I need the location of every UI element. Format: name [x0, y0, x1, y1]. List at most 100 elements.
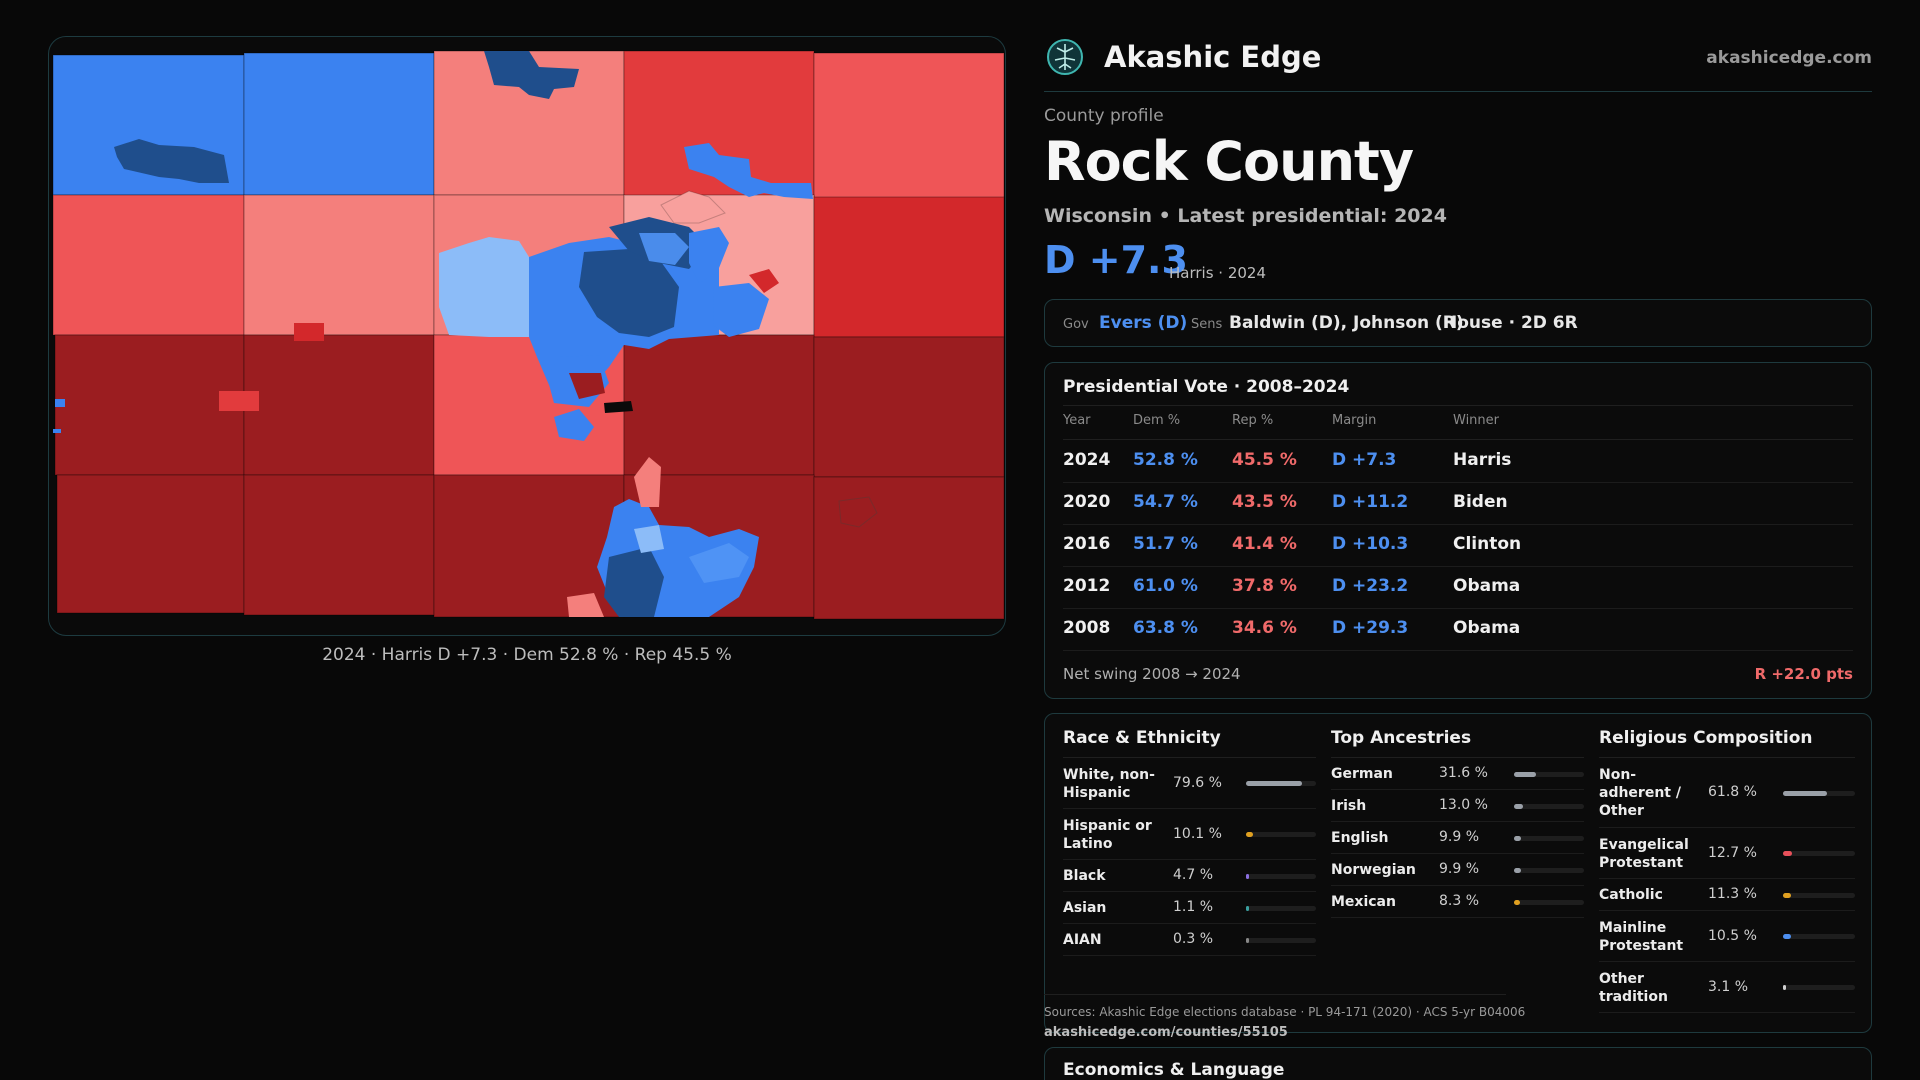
house-delegation: House · 2D 6R: [1443, 313, 1578, 333]
township: [813, 52, 1005, 200]
percent-bar: [1514, 867, 1584, 873]
township: [813, 476, 1005, 620]
list-item: Asian 1.1 %: [1063, 892, 1316, 924]
table-row: 2012 61.0 % 37.8 % D +23.2 Obama: [1063, 567, 1853, 609]
brand-url[interactable]: akashicedge.com: [1706, 48, 1872, 68]
brand-name[interactable]: Akashic Edge: [1104, 40, 1322, 74]
cell-margin: D +29.3: [1332, 618, 1409, 638]
cell-winner: Harris: [1453, 450, 1512, 470]
percent-bar: [1246, 937, 1316, 943]
cell-dem: 61.0 %: [1133, 576, 1198, 596]
item-name: Mainline Protestant: [1599, 919, 1684, 954]
cell-year: 2020: [1063, 492, 1111, 512]
economics-title: Economics & Language: [1063, 1060, 1285, 1080]
economics-card: Economics & Language: [1044, 1047, 1872, 1080]
precinct: [749, 269, 779, 293]
percent-bar: [1246, 905, 1316, 911]
percent-bar-fill: [1514, 835, 1521, 841]
list-item: White, non-Hispanic 79.6 %: [1063, 758, 1316, 809]
cell-year: 2016: [1063, 534, 1111, 554]
percent-bar: [1246, 781, 1316, 786]
item-name: Hispanic or Latino: [1063, 817, 1152, 852]
governor: Evers (D): [1099, 313, 1188, 333]
net-swing-label: Net swing 2008 → 2024: [1063, 665, 1241, 683]
gov-label: Gov: [1063, 317, 1089, 332]
township: [813, 336, 1005, 478]
precinct: [219, 391, 259, 411]
list-item: Catholic 11.3 %: [1599, 879, 1855, 911]
precinct: [689, 543, 749, 583]
township: [54, 334, 245, 476]
precinct: [569, 373, 605, 399]
percent-bar-fill: [1246, 781, 1302, 786]
percent-bar: [1783, 790, 1855, 796]
township: [243, 52, 435, 196]
item-name: German: [1331, 766, 1393, 782]
percent-bar-fill: [1246, 937, 1249, 943]
item-percent: 11.3 %: [1708, 886, 1757, 902]
item-name: Mexican: [1331, 894, 1396, 910]
item-percent: 13.0 %: [1439, 797, 1488, 813]
table-row: 2008 63.8 % 34.6 % D +29.3 Obama: [1063, 609, 1853, 651]
item-percent: 9.9 %: [1439, 861, 1480, 877]
county-precinct-map[interactable]: [48, 36, 1006, 636]
percent-bar-fill: [1783, 892, 1792, 898]
precinct: [604, 401, 633, 413]
percent-bar: [1514, 803, 1584, 809]
percent-bar: [1783, 985, 1855, 990]
map-caption: 2024 · Harris D +7.3 · Dem 52.8 % · Rep …: [322, 645, 732, 665]
township: [243, 194, 435, 336]
list-item: Other tradition 3.1 %: [1599, 962, 1855, 1013]
item-percent: 4.7 %: [1173, 867, 1214, 883]
cell-margin: D +23.2: [1332, 576, 1409, 596]
county-name: Rock County: [1044, 130, 1414, 193]
header-dem: Dem %: [1133, 413, 1181, 428]
precinct: [567, 593, 604, 617]
cell-rep: 34.6 %: [1232, 618, 1297, 638]
township: [52, 194, 245, 336]
item-name: Black: [1063, 868, 1106, 884]
item-percent: 9.9 %: [1439, 829, 1480, 845]
net-swing-value: R +22.0 pts: [1754, 665, 1853, 683]
cell-margin: D +11.2: [1332, 492, 1409, 512]
divider: [1063, 439, 1853, 440]
presidential-title: Presidential Vote · 2008–2024: [1063, 377, 1350, 397]
sens-label: Sens: [1191, 317, 1223, 332]
item-name: Irish: [1331, 798, 1367, 814]
township: [433, 474, 625, 618]
cell-winner: Obama: [1453, 618, 1521, 638]
cell-year: 2012: [1063, 576, 1111, 596]
township: [623, 334, 815, 476]
precinct: [634, 525, 664, 553]
demographics-card: Race & Ethnicity White, non-Hispanic 79.6…: [1044, 713, 1872, 1033]
header-rep: Rep %: [1232, 413, 1274, 428]
officials-bar: Gov Evers (D) Sens Baldwin (D), Johnson …: [1044, 299, 1872, 347]
percent-bar-fill: [1514, 803, 1524, 809]
cell-margin: D +7.3: [1332, 450, 1397, 470]
list-item: AIAN 0.3 %: [1063, 924, 1316, 956]
tree-of-life-icon[interactable]: [1046, 38, 1084, 76]
item-name: Non-adherent / Other: [1599, 767, 1681, 819]
precinct: [439, 237, 529, 337]
presidential-vote-table: Presidential Vote · 2008–2024 Year Dem %…: [1044, 362, 1872, 699]
precinct: [660, 190, 726, 224]
precinct: [55, 399, 65, 407]
source-url[interactable]: akashicedge.com/counties/55105: [1044, 1025, 1288, 1040]
percent-bar-fill: [1246, 905, 1249, 911]
cell-year: 2008: [1063, 618, 1111, 638]
list-item: Mexican 8.3 %: [1331, 886, 1584, 918]
item-percent: 0.3 %: [1173, 931, 1214, 947]
percent-bar-fill: [1514, 771, 1537, 777]
percent-bar-fill: [1783, 985, 1786, 990]
item-percent: 10.1 %: [1173, 825, 1222, 842]
percent-bar-fill: [1783, 851, 1793, 856]
item-percent: 8.3 %: [1439, 893, 1480, 909]
percent-bar-fill: [1514, 899, 1520, 905]
percent-bar-fill: [1246, 873, 1250, 879]
percent-bar: [1246, 873, 1316, 879]
percent-bar: [1783, 934, 1855, 939]
religion-section: Religious Composition Non-adherent / Oth…: [1599, 714, 1855, 1034]
header-winner: Winner: [1453, 413, 1500, 428]
item-name: Norwegian: [1331, 862, 1416, 878]
cell-rep: 41.4 %: [1232, 534, 1297, 554]
